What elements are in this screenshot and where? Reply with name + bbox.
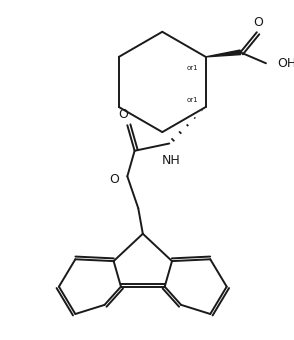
Text: OH: OH — [277, 57, 294, 70]
Text: O: O — [253, 16, 263, 29]
Text: O: O — [119, 108, 128, 121]
Polygon shape — [206, 50, 241, 57]
Text: O: O — [110, 173, 119, 186]
Text: NH: NH — [162, 154, 181, 167]
Text: or1: or1 — [186, 97, 198, 103]
Text: or1: or1 — [186, 65, 198, 71]
